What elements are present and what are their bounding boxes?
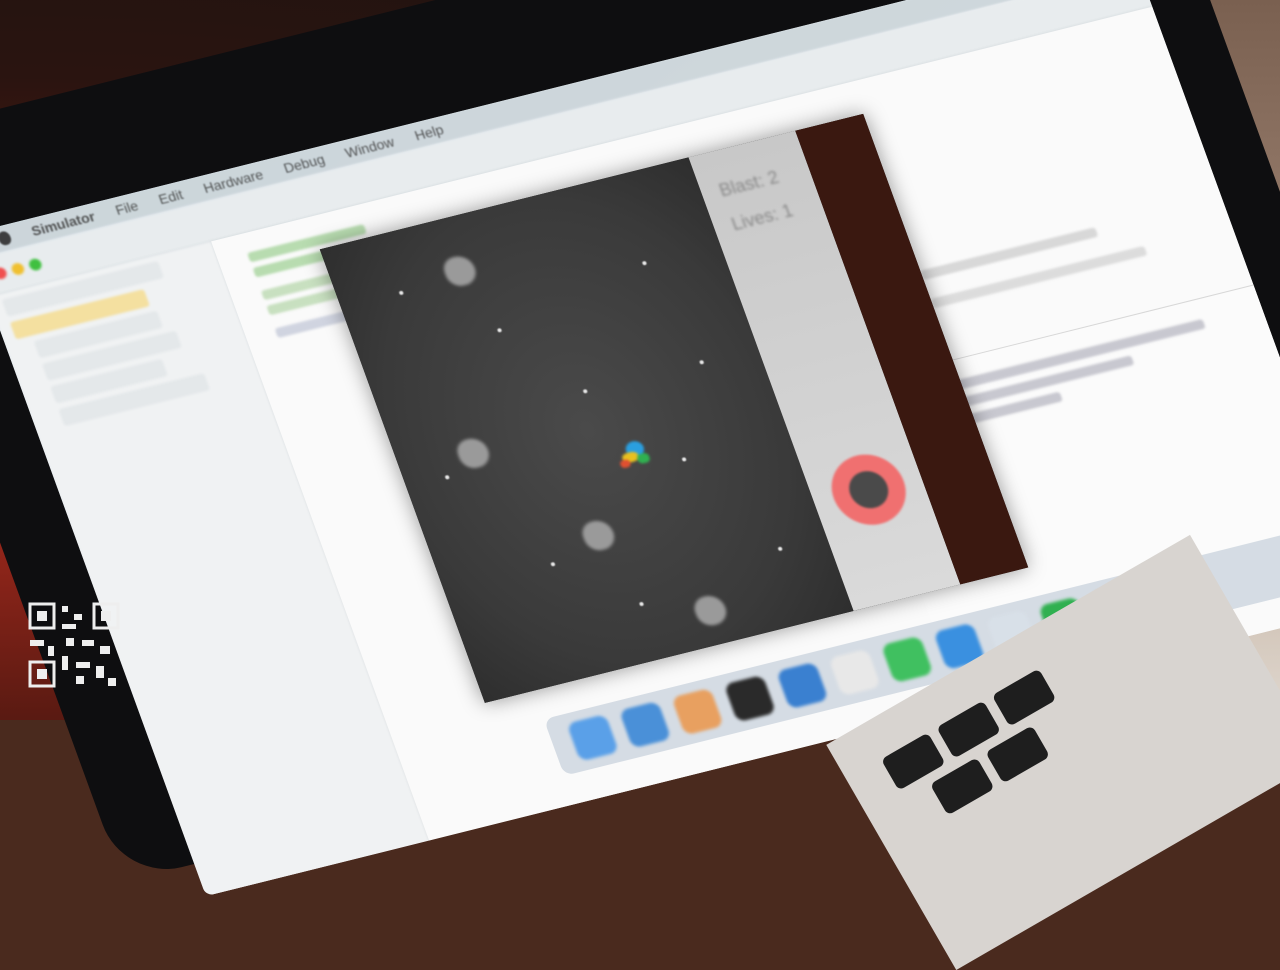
menu-item-help[interactable]: Help (412, 121, 446, 144)
xcode-icon[interactable] (776, 661, 829, 710)
code-line (930, 245, 1148, 309)
star (444, 474, 450, 480)
lives-counter: Lives: 1 (728, 200, 796, 235)
star (496, 327, 503, 333)
zoom-window-button[interactable] (27, 257, 44, 272)
notes-icon[interactable] (828, 648, 882, 697)
star (638, 601, 645, 607)
star (550, 561, 556, 567)
star (681, 457, 687, 462)
close-window-button[interactable] (0, 266, 9, 281)
apple-icon[interactable] (0, 230, 13, 247)
star (582, 388, 588, 394)
asteroid (453, 435, 494, 472)
asteroid (578, 517, 619, 554)
star (777, 546, 783, 552)
fire-button[interactable] (821, 446, 917, 533)
star (699, 359, 705, 365)
finder-icon[interactable] (566, 714, 620, 762)
qr-code-icon (28, 602, 120, 688)
menu-item-file[interactable]: File (113, 197, 141, 219)
ship-part (619, 458, 632, 469)
keyboard-key (991, 668, 1057, 727)
messages-icon[interactable] (880, 635, 934, 684)
terminal-icon[interactable] (723, 674, 777, 723)
photos-icon[interactable] (671, 687, 724, 736)
asteroid (690, 592, 731, 629)
asteroid (440, 253, 480, 289)
blast-counter: Blast: 2 (716, 166, 782, 201)
star (398, 290, 404, 296)
ship-part (635, 452, 652, 465)
menu-item-edit[interactable]: Edit (156, 186, 186, 208)
star (641, 260, 648, 266)
safari-icon[interactable] (618, 700, 672, 749)
fire-button-center (843, 467, 894, 513)
minimize-window-button[interactable] (10, 261, 26, 277)
spaceship (613, 435, 658, 472)
